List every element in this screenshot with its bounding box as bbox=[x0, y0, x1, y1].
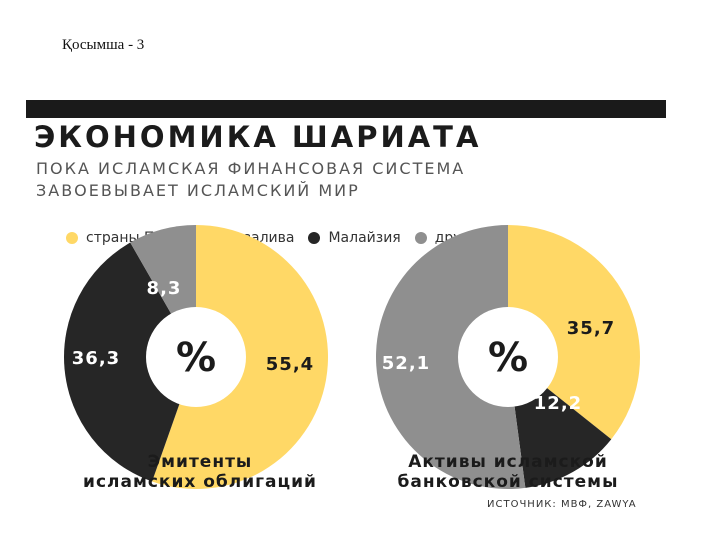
pie-center-symbol-banking: % bbox=[488, 335, 528, 381]
pie-value-label-banking-gulf: 35,7 bbox=[567, 318, 615, 339]
pie-title-bonds: Эмитенты исламских облигаций bbox=[83, 452, 317, 492]
pie-hole-banking bbox=[458, 307, 558, 407]
pie-slice-banking-gulf bbox=[508, 225, 640, 440]
legend-item-malaysia: Малайзия bbox=[308, 230, 401, 246]
chart-subtitle: ПОКА ИСЛАМСКАЯ ФИНАНСОВАЯ СИСТЕМА ЗАВОЕВ… bbox=[36, 159, 466, 200]
header-bar bbox=[26, 100, 666, 118]
pie-value-label-bonds-malaysia: 36,3 bbox=[72, 348, 120, 369]
pie-title-banking: Активы исламской банковской системы bbox=[397, 452, 619, 492]
legend-label-malaysia: Малайзия bbox=[328, 230, 401, 246]
pie-value-label-banking-malaysia: 12,2 bbox=[534, 393, 582, 414]
legend-swatch-others bbox=[414, 232, 427, 244]
legend-swatch-gulf bbox=[66, 232, 78, 244]
pie-slice-bonds-malaysia bbox=[63, 242, 196, 482]
page-caption: Қосымша - 3 bbox=[62, 37, 145, 53]
legend-swatch-malaysia bbox=[308, 232, 321, 244]
source-note: ИСТОЧНИК: МВФ, ZAWYA bbox=[487, 499, 637, 510]
pie-value-label-banking-others: 52,1 bbox=[382, 353, 430, 374]
pie-value-label-bonds-others: 8,3 bbox=[147, 278, 182, 299]
pie-hole-bonds bbox=[146, 307, 246, 407]
pie-value-label-bonds-gulf: 55,4 bbox=[266, 354, 314, 375]
chart-title: ЭКОНОМИКА ШАРИАТА bbox=[34, 120, 482, 154]
pie-slice-banking-others bbox=[376, 225, 526, 489]
pie-center-symbol-bonds: % bbox=[176, 335, 216, 381]
